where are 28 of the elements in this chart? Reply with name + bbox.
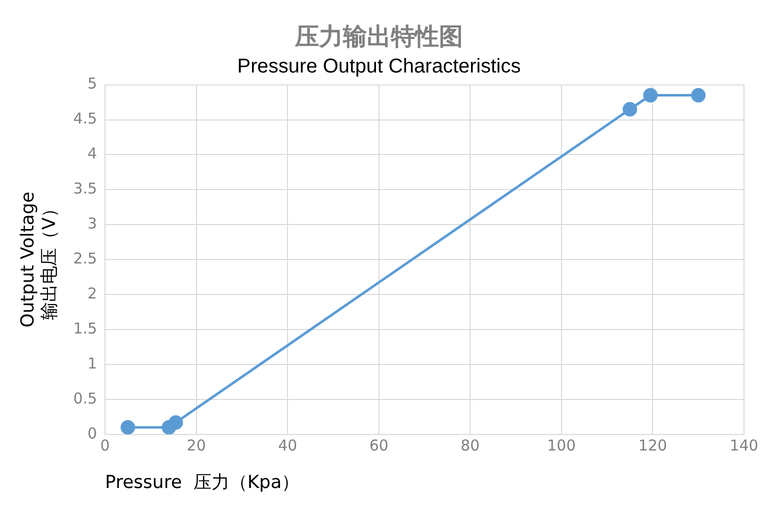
point (622, 102, 638, 117)
x-tick-label: 60 (369, 436, 388, 454)
y-tick-label: 2 (88, 284, 98, 302)
y-tick-label: 0.5 (73, 389, 98, 408)
y-tick-label: 1 (88, 354, 98, 372)
point (168, 415, 184, 430)
point (643, 88, 658, 103)
chart-title: 压力输出特性图 (294, 22, 463, 51)
x-axis-title: Pressure 压力（Kpa） (105, 472, 300, 493)
x-tick-label: 140 (730, 436, 758, 454)
y-tick-label: 4.5 (73, 110, 98, 128)
x-tick-label: 0 (100, 436, 110, 454)
y-tick-label: 1.5 (73, 319, 98, 338)
x-tick-label: 120 (638, 436, 668, 454)
y-tick-label: 2.5 (73, 249, 98, 268)
y-axis-title: Output Voltage 输出电压（V） (17, 192, 60, 328)
x-tick-label: 80 (460, 436, 480, 454)
x-tick-label: 20 (186, 436, 206, 454)
y-tick-label: 5 (88, 74, 98, 93)
y-tick-label: 4 (88, 144, 98, 163)
y-tick-label: 3 (88, 214, 98, 233)
x-tick-label: 40 (278, 436, 298, 454)
y-tick-label: 3.5 (73, 180, 98, 198)
y-tick-label: 0 (88, 424, 98, 442)
point (691, 88, 706, 103)
x-tick-label: 100 (547, 436, 576, 454)
chart-subtitle: Pressure Output Characteristics (237, 55, 521, 78)
point (120, 420, 136, 434)
